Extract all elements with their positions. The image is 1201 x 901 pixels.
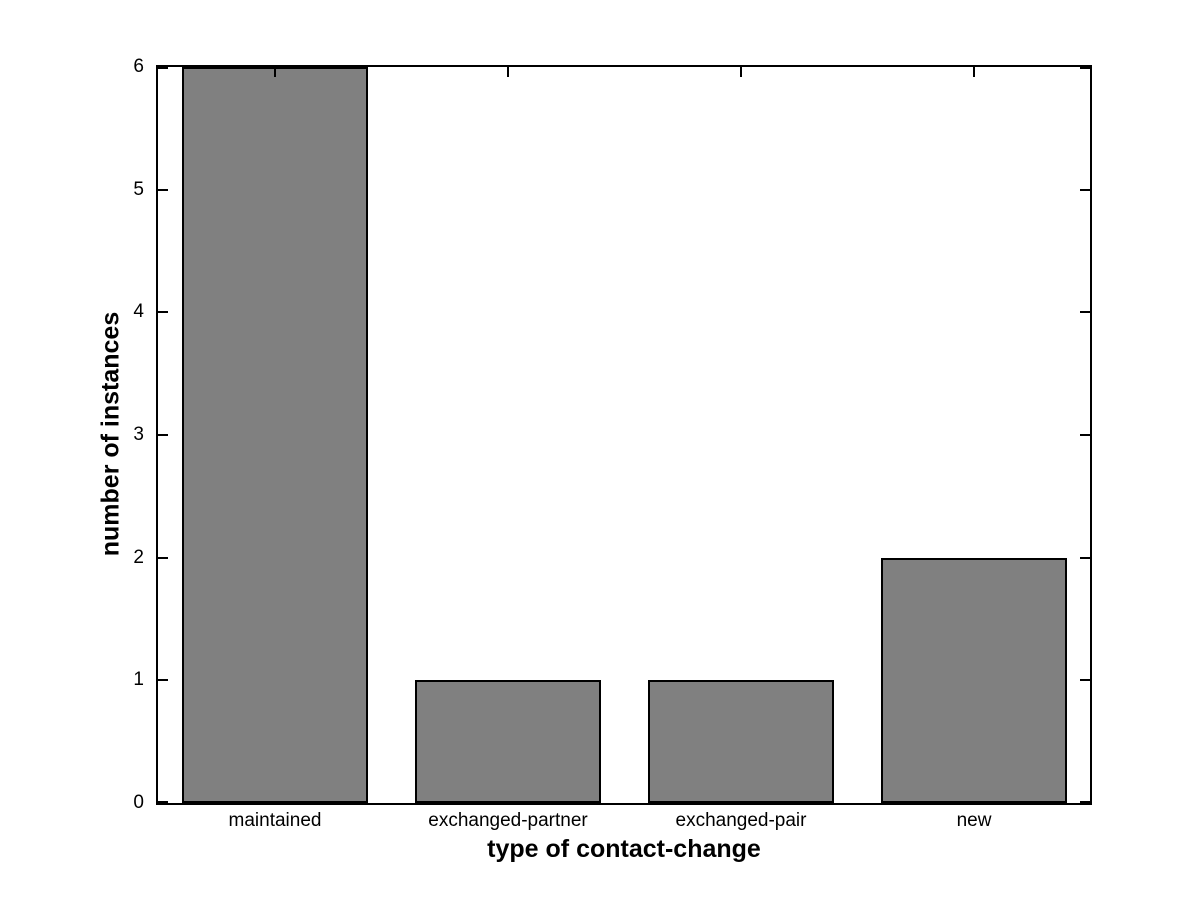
y-tick-label-2: 2 xyxy=(133,547,144,568)
y-tick-mark-right xyxy=(1080,434,1090,436)
x-tick-mark-top xyxy=(740,67,742,77)
y-tick-mark-right xyxy=(1080,67,1090,69)
y-tick-label-5: 5 xyxy=(133,179,144,200)
x-tick-mark-top xyxy=(507,67,509,77)
bar-new xyxy=(881,558,1067,803)
y-tick-label-1: 1 xyxy=(133,669,144,690)
y-tick-mark-left xyxy=(158,801,168,803)
y-tick-label-3: 3 xyxy=(133,424,144,445)
y-tick-mark-right xyxy=(1080,189,1090,191)
y-tick-mark-right xyxy=(1080,801,1090,803)
y-tick-mark-right xyxy=(1080,679,1090,681)
bar-maintained xyxy=(182,67,368,803)
y-tick-label-6: 6 xyxy=(133,56,144,77)
y-tick-label-4: 4 xyxy=(133,301,144,322)
plot-area xyxy=(156,65,1092,805)
x-tick-label-maintained: maintained xyxy=(228,810,322,831)
y-tick-mark-right xyxy=(1080,311,1090,313)
bar-exchanged-partner xyxy=(415,680,601,803)
x-tick-label-exchanged-pair: exchanged-pair xyxy=(675,810,807,831)
y-tick-mark-right xyxy=(1080,557,1090,559)
x-tick-label-exchanged-partner: exchanged-partner xyxy=(428,810,588,831)
y-tick-mark-left xyxy=(158,557,168,559)
y-tick-mark-left xyxy=(158,311,168,313)
y-tick-mark-left xyxy=(158,67,168,69)
y-tick-label-0: 0 xyxy=(133,792,144,813)
y-tick-mark-left xyxy=(158,434,168,436)
y-tick-mark-left xyxy=(158,679,168,681)
x-tick-mark-top xyxy=(973,67,975,77)
bar-exchanged-pair xyxy=(648,680,834,803)
x-tick-mark-top xyxy=(274,67,276,77)
x-tick-label-new: new xyxy=(956,810,992,831)
x-axis-label: type of contact-change xyxy=(487,835,761,863)
y-tick-mark-left xyxy=(158,189,168,191)
